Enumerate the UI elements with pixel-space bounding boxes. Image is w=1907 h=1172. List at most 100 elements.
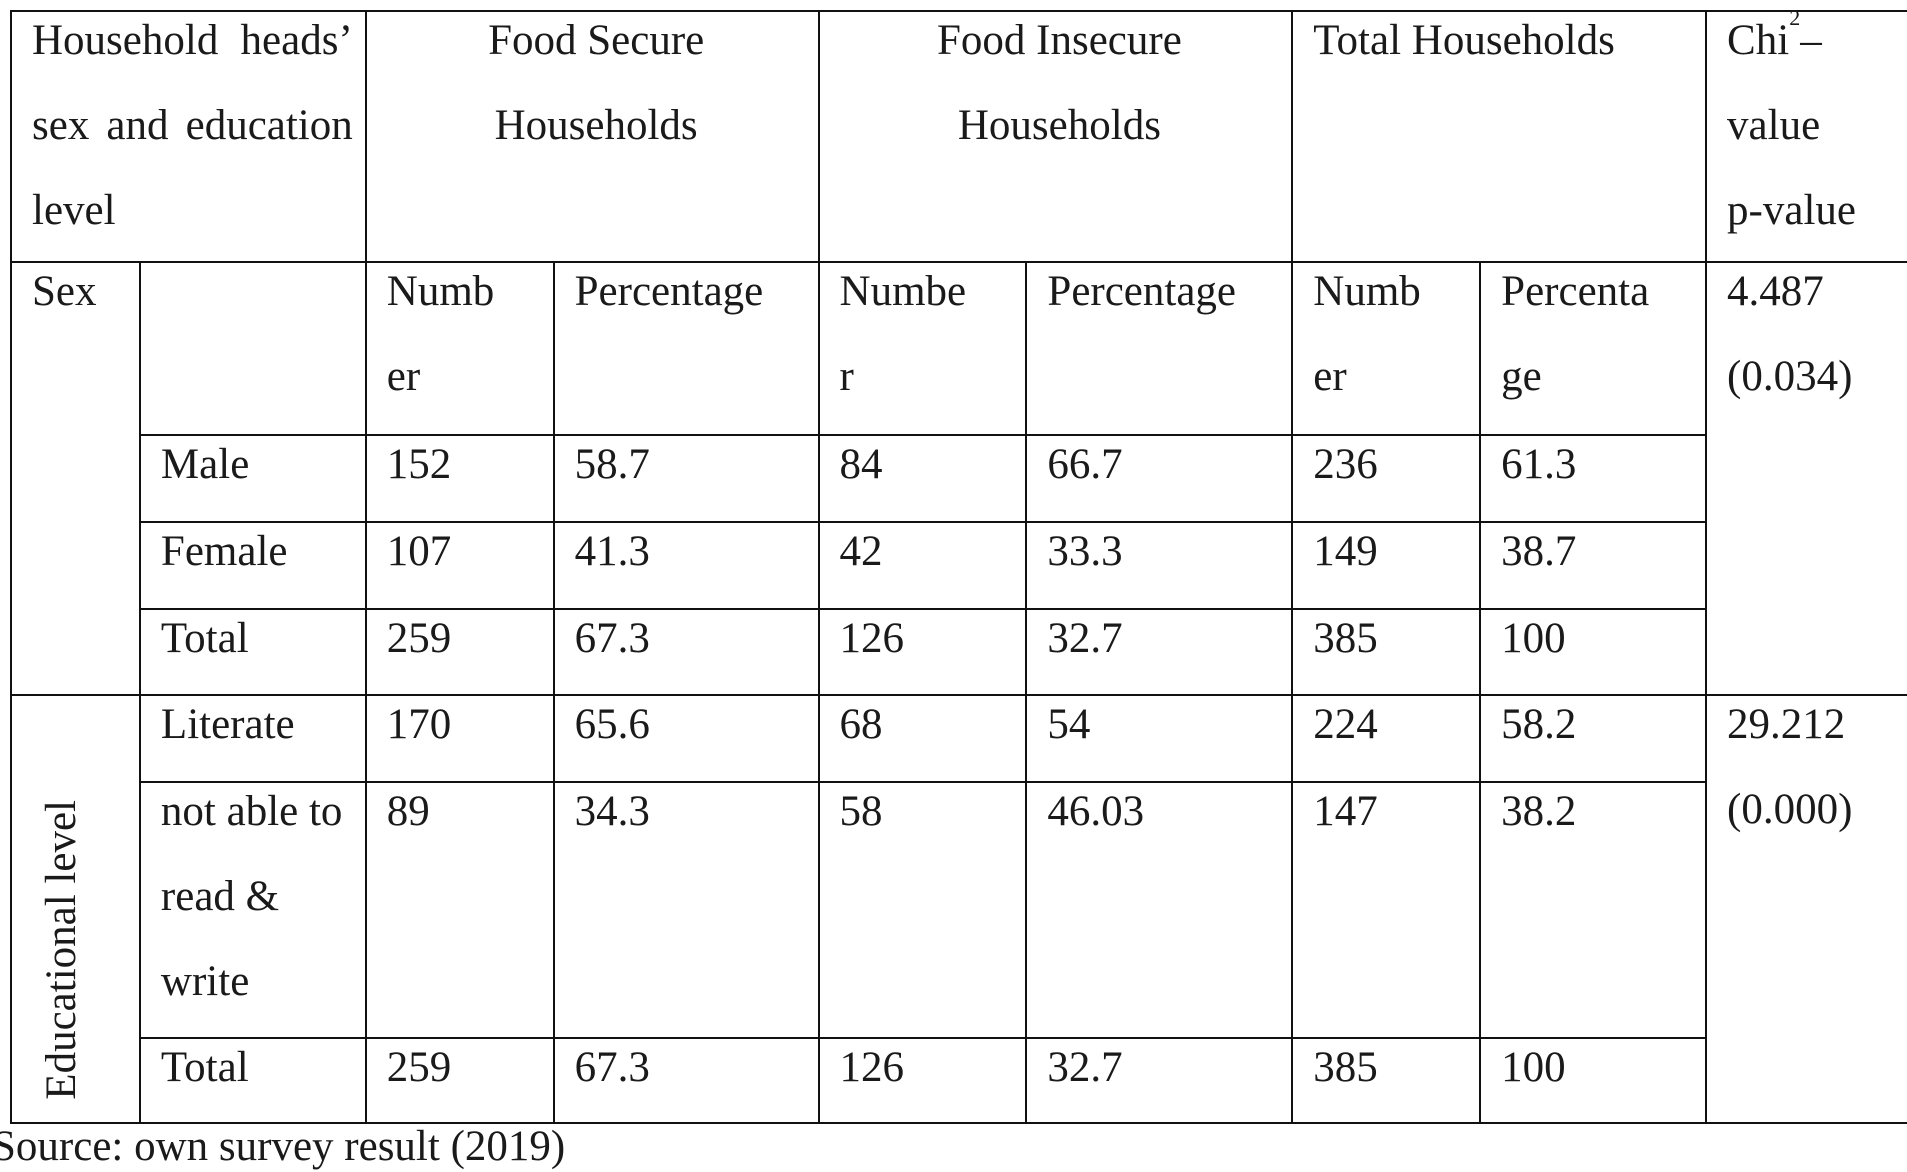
cell-text: 89 bbox=[386, 788, 430, 835]
cell-text: 58.7 bbox=[574, 441, 650, 488]
cell-text: 4.487 (0.034) bbox=[1727, 268, 1853, 400]
cell-text: Food Secure Households bbox=[488, 17, 705, 149]
cell-text: 149 bbox=[1313, 528, 1378, 575]
cell-text: 65.6 bbox=[574, 701, 650, 748]
table-cell: 34.3 bbox=[552, 781, 820, 1039]
cell-text: 29.212 (0.000) bbox=[1727, 701, 1853, 833]
cell-text: Literate bbox=[160, 701, 295, 748]
table-cell bbox=[138, 261, 367, 436]
cell-text: Household heads’ sex and education level bbox=[32, 17, 353, 234]
cell-text: 385 bbox=[1313, 615, 1378, 662]
vertical-label: Educational level bbox=[38, 800, 85, 1100]
table-cell: 68 bbox=[817, 694, 1028, 783]
table-cell: 4.487 (0.034) bbox=[1705, 261, 1907, 696]
cell-text: 126 bbox=[839, 1044, 905, 1091]
cell-text: 58.2 bbox=[1501, 701, 1577, 748]
table-cell: 29.212 (0.000) bbox=[1705, 694, 1907, 1124]
table-row: Sex Numb er Percentage Numbe r Percentage Num… bbox=[10, 261, 1907, 696]
table-cell: Female bbox=[138, 521, 367, 610]
table-cell: 152 bbox=[364, 434, 555, 523]
cell-text: Numbe r bbox=[839, 268, 967, 400]
table-cell: 33.3 bbox=[1025, 521, 1294, 610]
cell-text: Sex bbox=[32, 268, 97, 315]
table-cell: Chi2–value p-value bbox=[1705, 5, 1907, 263]
table-cell: 58.7 bbox=[552, 434, 820, 523]
cell-text: 236 bbox=[1313, 441, 1378, 488]
cell-text: 32.7 bbox=[1047, 615, 1123, 662]
cell-text: 67.3 bbox=[574, 1044, 650, 1091]
table-cell: 58 bbox=[817, 781, 1028, 1039]
table-cell: 89 bbox=[364, 781, 555, 1039]
table-cell: Educational level bbox=[10, 694, 141, 1124]
cell-text: Total bbox=[160, 615, 249, 662]
table-row: Educational level Literate 170 65.6 68 54 224 5… bbox=[10, 694, 1907, 1124]
table-cell: 42 bbox=[817, 521, 1028, 610]
cell-text: 61.3 bbox=[1501, 441, 1577, 488]
cell-text: 147 bbox=[1313, 788, 1378, 835]
table-cell: Total bbox=[138, 1037, 367, 1124]
cell-text: Percentage bbox=[1047, 268, 1237, 315]
table-cell: 259 bbox=[364, 608, 555, 696]
cell-text: Percenta ge bbox=[1501, 268, 1650, 400]
cell-text: 54 bbox=[1047, 701, 1091, 748]
cell-text: 41.3 bbox=[574, 528, 650, 575]
table-cell: 32.7 bbox=[1025, 1037, 1294, 1124]
table-cell: 100 bbox=[1479, 608, 1708, 696]
table-cell: 149 bbox=[1291, 521, 1482, 610]
cell-text: Total bbox=[160, 1044, 249, 1091]
table-cell: Food Secure Households bbox=[364, 10, 820, 263]
cell-text: Male bbox=[160, 441, 250, 488]
table-row: Total 259 67.3 126 32.7 385 100 bbox=[11, 608, 1907, 696]
table-row: Household heads’ sex and education level… bbox=[10, 5, 1907, 263]
chi-line3: p-value bbox=[1727, 187, 1856, 234]
table-cell: Percenta ge bbox=[1479, 261, 1708, 436]
cell-text: 58 bbox=[839, 788, 883, 835]
table-cell: 38.2 bbox=[1479, 781, 1708, 1039]
table-cell: Food Insecure Households bbox=[817, 10, 1294, 263]
table-cell: Total Households bbox=[1291, 10, 1708, 263]
chi-sup: 2 bbox=[1789, 5, 1801, 30]
cell-text: Total Households bbox=[1313, 17, 1615, 64]
table-cell: 84 bbox=[817, 434, 1028, 523]
cell-text: 34.3 bbox=[574, 788, 650, 835]
table-cell: 46.03 bbox=[1025, 781, 1294, 1039]
cell-text: 66.7 bbox=[1047, 441, 1123, 488]
table-cell: Numbe r bbox=[817, 261, 1028, 436]
cell-text: 259 bbox=[386, 615, 452, 662]
table-row: Male 152 58.7 84 66.7 236 61.3 bbox=[11, 434, 1907, 523]
table-cell: 170 bbox=[364, 694, 555, 783]
table-cell: 107 bbox=[364, 521, 555, 610]
cell-text: not able to read & write bbox=[160, 788, 343, 1005]
chi-rest: –value bbox=[1727, 17, 1822, 149]
cell-text: 84 bbox=[839, 441, 883, 488]
cell-text: 33.3 bbox=[1047, 528, 1123, 575]
cell-text: 38.2 bbox=[1501, 788, 1577, 835]
cell-text: 100 bbox=[1501, 1044, 1566, 1091]
cell-text: Food Insecure Households bbox=[937, 17, 1182, 149]
table-cell: 259 bbox=[364, 1037, 555, 1124]
table-cell: 32.7 bbox=[1025, 608, 1294, 696]
cell-text: 224 bbox=[1313, 701, 1378, 748]
cell-text: 385 bbox=[1313, 1044, 1378, 1091]
table-cell: 100 bbox=[1479, 1037, 1708, 1124]
table-row: not able to read & write 89 34.3 58 46.03 147… bbox=[11, 781, 1907, 1039]
table-cell: 58.2 bbox=[1479, 694, 1708, 783]
table-cell: 61.3 bbox=[1479, 434, 1708, 523]
source-note: Source: own survey result (2019) bbox=[0, 1123, 566, 1170]
table-cell: not able to read & write bbox=[138, 781, 367, 1039]
table-cell: Male bbox=[138, 434, 367, 523]
table-cell: Numb er bbox=[1291, 261, 1482, 436]
cell-text: Numb er bbox=[1313, 268, 1421, 400]
cell-text: 42 bbox=[839, 528, 883, 575]
cell-text: Numb er bbox=[386, 268, 495, 400]
cell-text: Female bbox=[160, 528, 288, 575]
table-cell: 41.3 bbox=[552, 521, 820, 610]
table-cell: 67.3 bbox=[552, 608, 820, 696]
table-cell: 126 bbox=[817, 1037, 1028, 1124]
data-table: Household heads’ sex and education level… bbox=[10, 5, 1907, 1124]
cell-text: 259 bbox=[386, 1044, 452, 1091]
table-cell: 147 bbox=[1291, 781, 1482, 1039]
cell-text: Percentage bbox=[574, 268, 764, 315]
cell-text: 68 bbox=[839, 701, 883, 748]
